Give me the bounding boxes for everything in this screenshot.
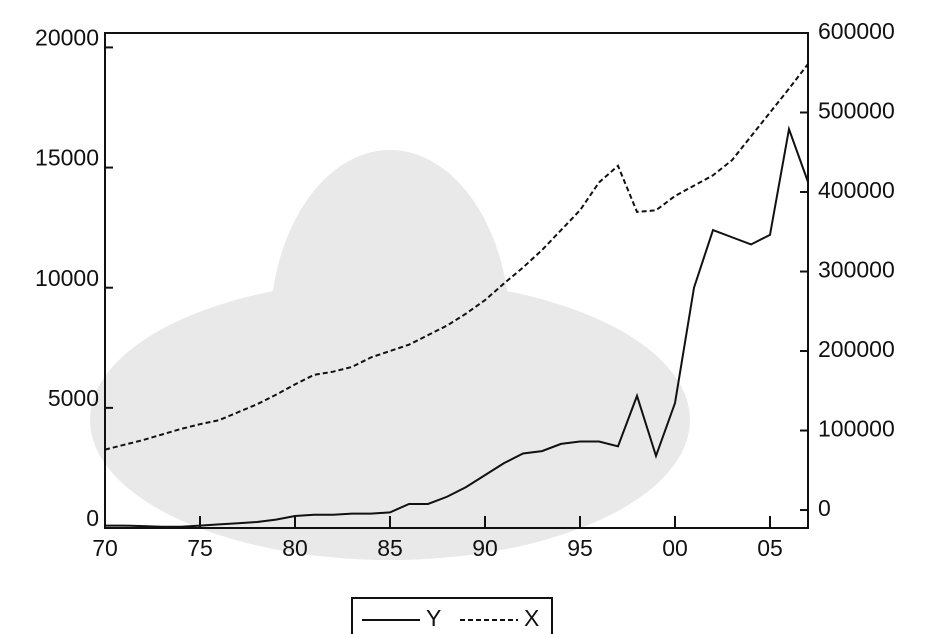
y2-tick-label: 400000 [818,177,895,203]
chart: 0500010000150002000001000002000003000004… [0,0,933,634]
y-tick-label: 0 [86,505,99,531]
y-tick-label: 10000 [35,265,99,291]
y2-tick-label: 0 [818,495,831,521]
x-tick-label: 90 [472,535,498,561]
x-tick-label: 85 [377,535,403,561]
x-tick-label: 70 [92,535,118,561]
y-tick-label: 20000 [35,24,99,50]
x-tick-label: 80 [282,535,308,561]
x-tick-label: 05 [757,535,783,561]
legend-box [352,598,552,634]
legend-label: Y [426,605,441,631]
y2-tick-label: 200000 [818,336,895,362]
y-tick-label: 5000 [48,385,99,411]
legend-label: X [524,605,539,631]
y-tick-label: 15000 [35,145,99,171]
y2-tick-label: 600000 [818,18,895,44]
y2-tick-label: 100000 [818,416,895,442]
legend [352,598,552,634]
y2-tick-label: 300000 [818,257,895,283]
x-tick-label: 00 [662,535,688,561]
x-tick-label: 95 [567,535,593,561]
y2-tick-label: 500000 [818,98,895,124]
watermark [90,150,690,560]
x-tick-label: 75 [187,535,213,561]
